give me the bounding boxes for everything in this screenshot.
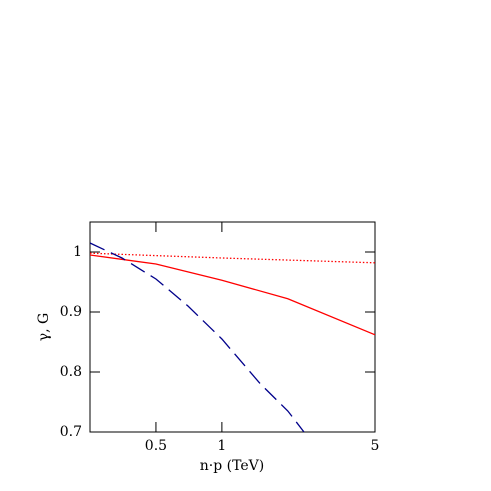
x-tick-label: 1	[217, 438, 226, 454]
x-axis-label: n·p (TeV)	[200, 458, 264, 474]
y-tick-label: 1	[73, 244, 82, 260]
x-tick-label: 0.5	[145, 438, 167, 454]
x-tick-label: 5	[371, 438, 380, 454]
line-series	[90, 254, 375, 336]
y-tick-label: 0.9	[60, 304, 82, 320]
plot-frame	[89, 221, 376, 433]
y-tick-label: 0.8	[60, 364, 82, 380]
y-axis-label: γ, G	[36, 313, 52, 341]
y-tick-label: 0.7	[60, 424, 82, 440]
line-series	[90, 242, 305, 432]
